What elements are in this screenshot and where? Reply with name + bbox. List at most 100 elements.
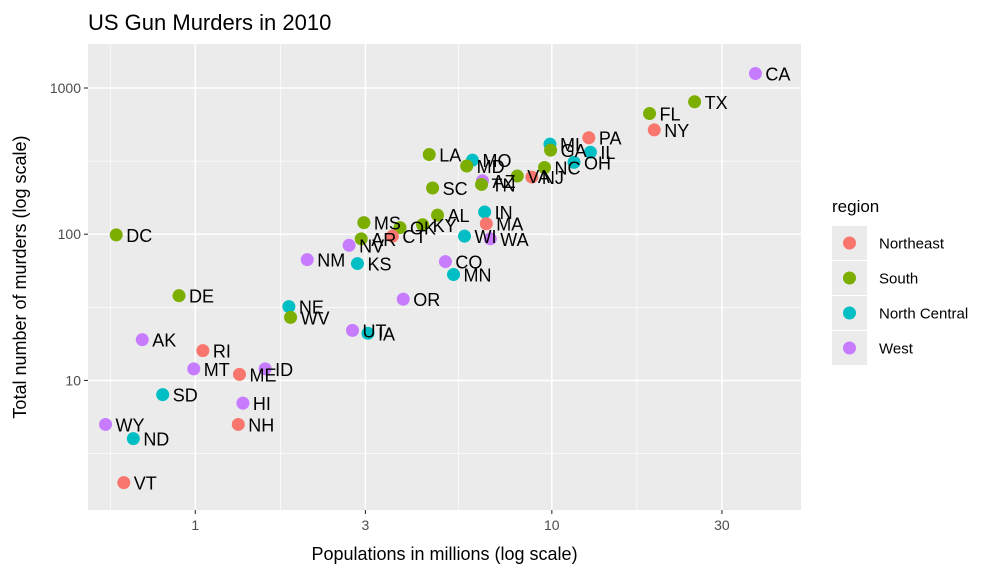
data-point-va xyxy=(510,169,524,183)
legend-key-northeast xyxy=(843,236,856,250)
x-tick-label: 30 xyxy=(714,517,730,533)
data-point-ma xyxy=(479,217,493,231)
data-point-ia xyxy=(361,326,375,340)
point-label-ak: AK xyxy=(152,331,176,351)
point-label-ct: CT xyxy=(402,227,426,247)
data-point-ok xyxy=(393,221,407,235)
data-point-wv xyxy=(284,310,298,324)
axis-ticks: 1 3 10 30 10 100 1000 xyxy=(50,80,730,533)
chart-title: US Gun Murders in 2010 xyxy=(88,10,331,35)
data-point-co xyxy=(438,255,452,269)
point-label-ut: UT xyxy=(363,321,387,341)
data-point-ny xyxy=(647,123,661,137)
data-point-ky xyxy=(416,218,430,232)
data-point-hi xyxy=(236,396,250,410)
point-label-nd: ND xyxy=(143,430,169,450)
point-label-mt: MT xyxy=(204,360,230,380)
legend-label-north-central: North Central xyxy=(879,306,968,323)
legend-key-west xyxy=(843,341,856,355)
data-point-nj xyxy=(525,170,539,184)
point-label-wa: WA xyxy=(500,230,528,250)
point-label-nc: NC xyxy=(555,159,581,179)
data-point-ca xyxy=(748,66,762,80)
point-label-ny: NY xyxy=(664,121,689,141)
point-label-mo: MO xyxy=(482,151,511,171)
data-point-al xyxy=(431,208,445,222)
plot-panel xyxy=(88,44,801,510)
point-label-ks: KS xyxy=(367,255,391,275)
legend-key-south xyxy=(843,271,856,285)
data-point-sd xyxy=(156,388,170,402)
data-point-ct xyxy=(385,229,399,243)
point-label-md: MD xyxy=(477,157,505,177)
data-point-nv xyxy=(342,238,356,252)
point-label-oh: OH xyxy=(584,153,611,173)
y-axis-title: Total number of murders (log scale) xyxy=(10,135,30,418)
legend-title: region xyxy=(832,197,879,216)
data-point-ak xyxy=(135,333,149,347)
data-point-pa xyxy=(582,131,596,145)
data-point-wa xyxy=(483,232,497,246)
data-point-ut xyxy=(346,323,360,337)
point-label-ne: NE xyxy=(299,298,324,318)
point-label-mn: MN xyxy=(464,266,492,286)
point-label-co: CO xyxy=(455,253,482,273)
legend-label-west: West xyxy=(879,341,914,358)
point-label-ok: OK xyxy=(410,219,436,239)
point-label-tx: TX xyxy=(705,93,728,113)
data-point-or xyxy=(396,292,410,306)
point-label-or: OR xyxy=(413,290,440,310)
legend-label-south: South xyxy=(879,271,918,288)
point-label-mi: MI xyxy=(560,135,580,155)
point-label-wy: WY xyxy=(116,415,145,435)
point-label-in: IN xyxy=(495,203,513,223)
point-label-id: ID xyxy=(275,360,293,380)
point-label-sc: SC xyxy=(443,179,468,199)
data-point-ga xyxy=(544,143,558,157)
data-point-la xyxy=(422,147,436,161)
data-point-fl xyxy=(643,107,657,121)
point-label-nh: NH xyxy=(248,415,274,435)
data-points xyxy=(99,66,762,490)
legend-label-northeast: Northeast xyxy=(879,236,945,253)
data-point-id xyxy=(258,362,272,376)
data-point-md xyxy=(460,159,474,173)
point-label-nj: NJ xyxy=(542,168,564,188)
data-point-me xyxy=(232,367,246,381)
point-label-de: DE xyxy=(189,287,214,307)
data-point-de xyxy=(172,289,186,303)
data-point-tn xyxy=(475,177,489,191)
point-label-ia: IA xyxy=(378,324,395,344)
data-point-nc xyxy=(538,161,552,175)
point-label-hi: HI xyxy=(253,394,271,414)
data-point-wy xyxy=(99,417,113,431)
point-label-ma: MA xyxy=(496,215,523,235)
data-point-ms xyxy=(357,216,371,230)
legend: region Northeast South North Central West xyxy=(832,197,968,365)
x-tick-label: 1 xyxy=(191,517,199,533)
legend-key-north-central xyxy=(843,306,856,320)
point-label-wi: WI xyxy=(475,227,497,247)
y-tick-label: 10 xyxy=(65,372,81,388)
data-point-wi xyxy=(458,229,472,243)
x-tick-label: 10 xyxy=(544,517,560,533)
data-point-ar xyxy=(354,232,368,246)
point-label-ar: AR xyxy=(371,230,396,250)
point-label-tn: TN xyxy=(492,175,516,195)
point-label-ky: KY xyxy=(433,216,457,236)
point-label-vt: VT xyxy=(134,474,157,494)
point-label-fl: FL xyxy=(660,105,681,125)
data-point-in xyxy=(478,205,492,219)
data-point-mt xyxy=(187,362,201,376)
point-label-ri: RI xyxy=(213,342,231,362)
point-label-ca: CA xyxy=(765,64,790,84)
point-label-va: VA xyxy=(527,167,550,187)
y-tick-label: 100 xyxy=(58,226,82,242)
point-label-il: IL xyxy=(600,143,615,163)
data-point-tx xyxy=(688,95,702,109)
point-label-sd: SD xyxy=(173,386,198,406)
legend-entries: Northeast South North Central West xyxy=(832,226,968,365)
data-point-nm xyxy=(300,253,314,267)
